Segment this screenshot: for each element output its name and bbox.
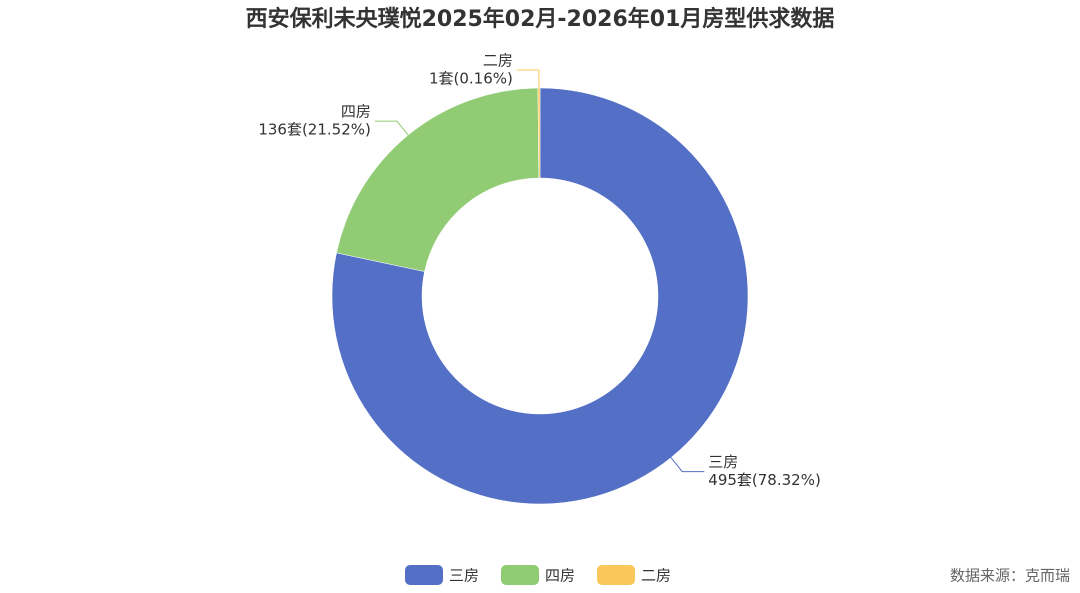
- chart-title: 西安保利未央璞悦2025年02月-2026年01月房型供求数据: [246, 6, 835, 32]
- slice-name: 三房: [708, 453, 738, 471]
- slice-name: 二房: [483, 52, 513, 70]
- legend-label: 三房: [449, 567, 479, 585]
- pie-slice: [537, 87, 541, 179]
- pie-slice: [336, 87, 540, 272]
- leader-line: [670, 457, 705, 473]
- legend-swatch: [501, 565, 540, 585]
- slice-name: 四房: [341, 103, 371, 121]
- legend-swatch: [597, 565, 636, 585]
- source-note: 数据来源：克而瑞: [950, 567, 1070, 585]
- leader-line: [516, 69, 540, 89]
- legend-swatch: [405, 565, 443, 585]
- legend-label: 四房: [545, 567, 575, 585]
- data-label: 495套(78.32%): [708, 471, 821, 489]
- data-label: 136套(21.52%): [258, 121, 371, 139]
- pie-slice: [331, 87, 749, 505]
- legend-label: 二房: [641, 567, 671, 585]
- data-label: 1套(0.16%): [429, 70, 513, 88]
- leader-line: [374, 120, 409, 136]
